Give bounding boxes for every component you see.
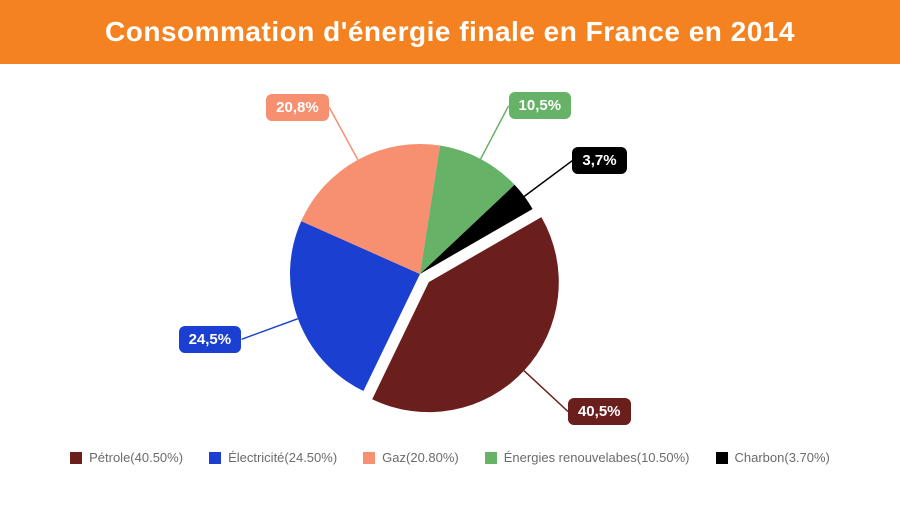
title-banner: Consommation d'énergie finale en France … [0,0,900,64]
legend-swatch-elec [209,452,221,464]
legend-label-elec: Électricité(24.50%) [228,450,337,465]
legend-label-charbon: Charbon(3.70%) [735,450,830,465]
leader-charbon [524,161,572,197]
leader-petrole [524,371,568,412]
legend-item-gaz: Gaz(20.80%) [363,450,459,465]
legend-label-gaz: Gaz(20.80%) [382,450,459,465]
page-title: Consommation d'énergie finale en France … [105,16,795,48]
legend-swatch-gaz [363,452,375,464]
legend-item-charbon: Charbon(3.70%) [716,450,830,465]
legend-label-renouv: Énergies renouvelabes(10.50%) [504,450,690,465]
pie-svg [0,64,900,444]
leader-gaz [329,107,358,160]
pie-chart: 40,5%24,5%20,8%10,5%3,7% [0,64,900,444]
legend-item-elec: Électricité(24.50%) [209,450,337,465]
legend-swatch-charbon [716,452,728,464]
legend-item-renouv: Énergies renouvelabes(10.50%) [485,450,690,465]
legend-swatch-petrole [70,452,82,464]
legend: Pétrole(40.50%) Électricité(24.50%) Gaz(20… [0,450,900,465]
leader-renouv [481,106,509,159]
legend-label-petrole: Pétrole(40.50%) [89,450,183,465]
legend-swatch-renouv [485,452,497,464]
leader-elec [242,319,298,340]
legend-item-petrole: Pétrole(40.50%) [70,450,183,465]
